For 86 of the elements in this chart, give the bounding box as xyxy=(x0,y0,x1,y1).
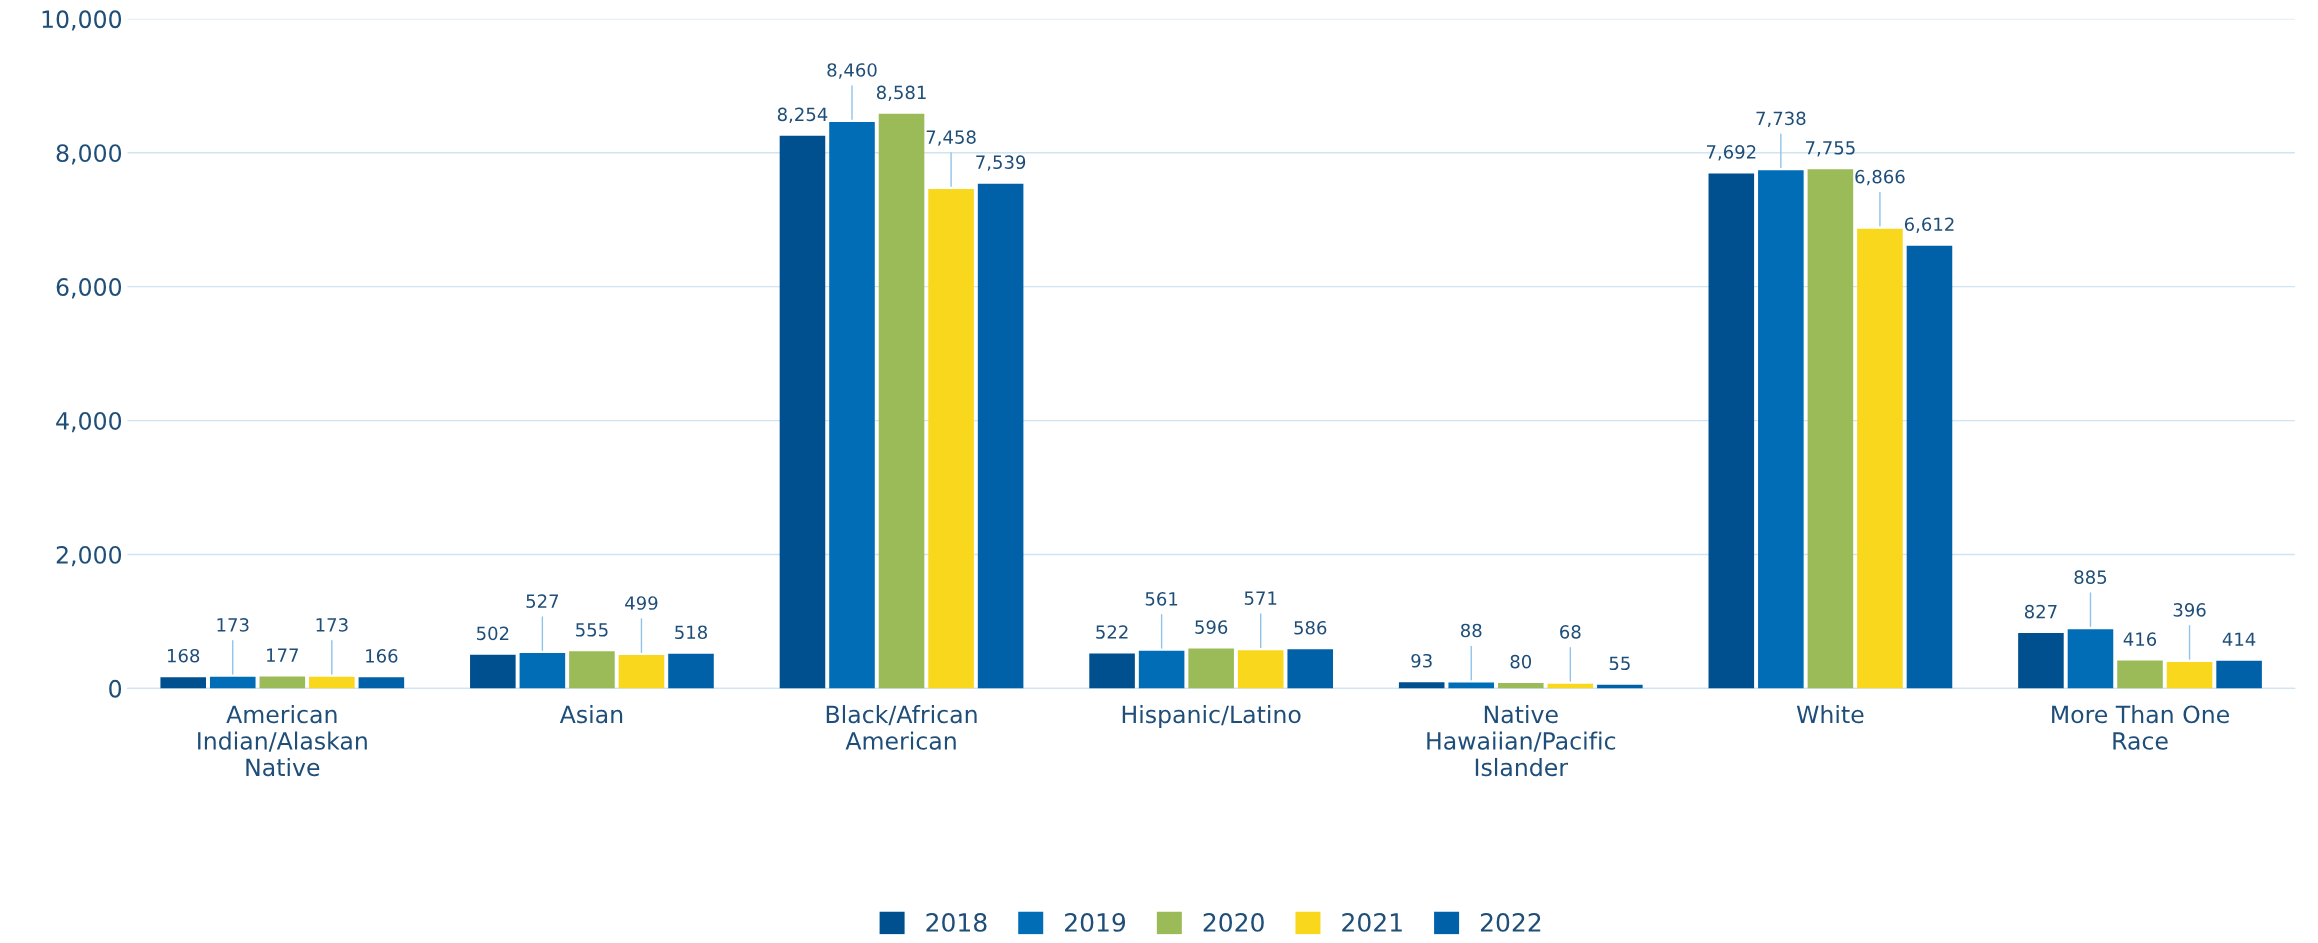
data-label: 414 xyxy=(2222,632,2256,646)
data-label: 499 xyxy=(625,596,658,610)
bar xyxy=(668,653,714,689)
y-tick-label: 4,000 xyxy=(56,412,122,433)
bar xyxy=(1708,173,1755,689)
bar xyxy=(2067,629,2114,689)
bar xyxy=(358,677,405,689)
data-label: 173 xyxy=(217,617,249,632)
x-tick-label: American Indian/Alaskan Native xyxy=(198,705,367,777)
bar xyxy=(2216,660,2262,689)
data-label: 7,692 xyxy=(1706,145,1756,161)
data-label: 586 xyxy=(1294,620,1327,635)
data-label: 93 xyxy=(1411,653,1432,668)
y-tick-label: 10,000 xyxy=(42,10,122,31)
bar xyxy=(1287,649,1334,689)
data-label: 7,539 xyxy=(976,155,1026,171)
data-label: 561 xyxy=(1145,592,1178,606)
data-label: 502 xyxy=(477,626,509,641)
data-label: 8,460 xyxy=(827,63,877,79)
data-label: 522 xyxy=(1096,625,1128,639)
data-label: 527 xyxy=(526,594,559,608)
data-label: 416 xyxy=(2123,632,2157,646)
bar xyxy=(829,121,875,689)
bar xyxy=(1138,650,1185,689)
legend-label: 2018 xyxy=(926,912,987,932)
data-label: 8,581 xyxy=(876,85,926,102)
bar xyxy=(209,676,256,689)
legend-label: 2020 xyxy=(1203,912,1264,932)
data-label: 571 xyxy=(1244,591,1277,605)
bar xyxy=(779,135,826,689)
data-label: 7,458 xyxy=(926,130,976,146)
bar xyxy=(2117,660,2163,689)
x-tick-label: Native Hawaiian/Pacific Islander xyxy=(1427,705,1616,777)
bar xyxy=(1758,170,1804,689)
data-label: 168 xyxy=(167,648,200,663)
x-tick-label: Asian xyxy=(559,705,623,724)
data-label: 7,738 xyxy=(1756,111,1806,127)
bar xyxy=(259,676,306,689)
y-tick-label: 0 xyxy=(109,679,122,698)
bar xyxy=(569,651,615,689)
data-label: 68 xyxy=(1560,625,1581,639)
legend-label: 2021 xyxy=(1342,912,1402,932)
x-tick-label: Hispanic/Latino xyxy=(1122,705,1301,728)
bar xyxy=(470,654,516,689)
x-tick-label: White xyxy=(1796,705,1864,724)
bar xyxy=(878,113,925,689)
bar xyxy=(928,189,974,689)
data-label: 6,866 xyxy=(1855,169,1905,186)
data-label: 166 xyxy=(366,649,398,663)
bar xyxy=(519,653,566,689)
bar xyxy=(2166,661,2213,689)
bar xyxy=(977,183,1024,689)
data-label: 7,755 xyxy=(1806,141,1855,157)
bar xyxy=(1497,683,1544,689)
bar xyxy=(160,677,207,689)
bar xyxy=(1857,228,1903,689)
bar xyxy=(1398,682,1445,689)
data-label: 80 xyxy=(1510,654,1532,669)
data-label: 827 xyxy=(2024,604,2057,619)
bar xyxy=(618,654,665,689)
y-tick-label: 2,000 xyxy=(56,545,122,567)
data-label: 6,612 xyxy=(1904,217,1954,233)
bar xyxy=(1089,653,1135,689)
bar xyxy=(1906,245,1953,689)
x-tick-label: Black/African American xyxy=(826,705,977,750)
data-label: 8,254 xyxy=(777,107,828,123)
data-label: 518 xyxy=(675,625,707,640)
legend-label: 2022 xyxy=(1480,912,1541,932)
bar xyxy=(1807,169,1854,689)
y-tick-label: 8,000 xyxy=(56,144,122,165)
bar xyxy=(309,676,355,689)
y-tick-label: 6,000 xyxy=(56,278,122,299)
bar xyxy=(1448,682,1495,689)
data-label: 555 xyxy=(576,623,608,637)
data-label: 173 xyxy=(316,617,348,632)
bar xyxy=(2018,633,2064,689)
bar xyxy=(1237,650,1284,689)
data-label: 55 xyxy=(1609,656,1630,671)
data-label: 596 xyxy=(1195,620,1228,634)
data-label: 177 xyxy=(267,648,298,662)
data-label: 396 xyxy=(2173,603,2206,617)
legend-label: 2019 xyxy=(1065,912,1126,932)
data-label: 885 xyxy=(2074,570,2107,584)
data-label: 88 xyxy=(1460,623,1482,638)
x-tick-label: More Than One Race xyxy=(2052,705,2229,750)
bar xyxy=(1188,648,1234,689)
